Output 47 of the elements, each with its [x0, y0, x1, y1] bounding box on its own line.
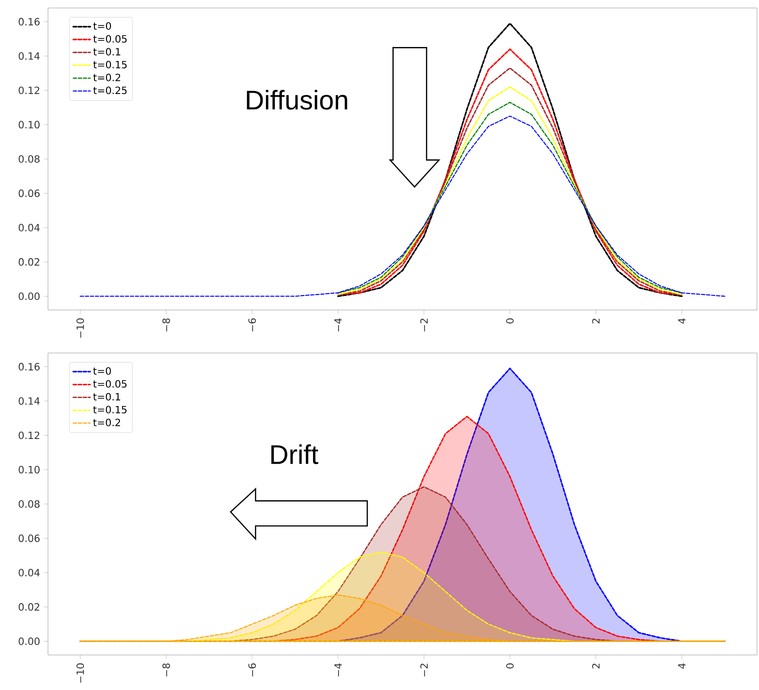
- y-tick-label: 0.12: [18, 86, 40, 94]
- x-tick-label: −6: [248, 318, 256, 332]
- y-tick-label: 0.08: [18, 500, 40, 508]
- x-tick-label: −4: [334, 663, 342, 676]
- x-tick-label: 4: [678, 663, 686, 669]
- legend-label: t=0.05: [93, 35, 127, 43]
- legend-label: t=0.1: [93, 392, 120, 401]
- legend-label: t=0.1: [93, 48, 120, 56]
- y-tick-label: 0.10: [18, 120, 40, 128]
- legend-label: t=0.15: [93, 60, 127, 68]
- y-tick-label: 0.02: [18, 258, 40, 266]
- x-tick-label: −2: [420, 664, 428, 676]
- x-tick-label: 2: [592, 318, 600, 324]
- y-tick-label: 0.12: [18, 432, 40, 440]
- x-tick-label: 2: [592, 664, 600, 668]
- x-tick-label: 0: [506, 318, 514, 324]
- legend-label: t=0.2: [93, 418, 120, 426]
- y-tick-label: 0.00: [18, 292, 40, 300]
- x-tick-label: 0: [506, 663, 514, 668]
- y-tick-label: 0.14: [18, 397, 40, 405]
- y-tick-label: 0.04: [18, 568, 40, 576]
- y-tick-label: 0.14: [18, 52, 40, 60]
- legend-label: t=0: [93, 367, 111, 375]
- legend-label: t=0.25: [93, 86, 127, 94]
- y-tick-label: 0.02: [18, 603, 40, 611]
- y-tick-label: 0.16: [18, 362, 40, 370]
- y-tick-label: 0.06: [18, 534, 40, 542]
- y-tick-label: 0.00: [18, 637, 40, 646]
- x-tick-label: −4: [334, 318, 342, 332]
- y-tick-label: 0.06: [18, 190, 40, 198]
- x-tick-label: −10: [76, 318, 84, 338]
- x-tick-label: −8: [162, 318, 170, 332]
- legend-label: t=0: [93, 22, 111, 30]
- legend-label: t=0.05: [93, 380, 127, 388]
- y-tick-label: 0.10: [18, 466, 40, 474]
- y-tick-label: 0.08: [18, 155, 40, 163]
- x-tick-label: −8: [162, 663, 170, 676]
- x-tick-label: −6: [248, 663, 256, 676]
- legend-label: t=0.2: [93, 74, 120, 82]
- x-tick-label: 4: [678, 318, 686, 324]
- legend-label: t=0.15: [93, 406, 127, 414]
- x-tick-label: −2: [420, 318, 428, 332]
- y-tick-label: 0.04: [18, 224, 40, 232]
- annotation: Drift: [271, 444, 318, 464]
- annotation: Diffusion: [246, 90, 348, 110]
- x-tick-label: −10: [76, 663, 84, 683]
- y-tick-label: 0.16: [18, 18, 40, 26]
